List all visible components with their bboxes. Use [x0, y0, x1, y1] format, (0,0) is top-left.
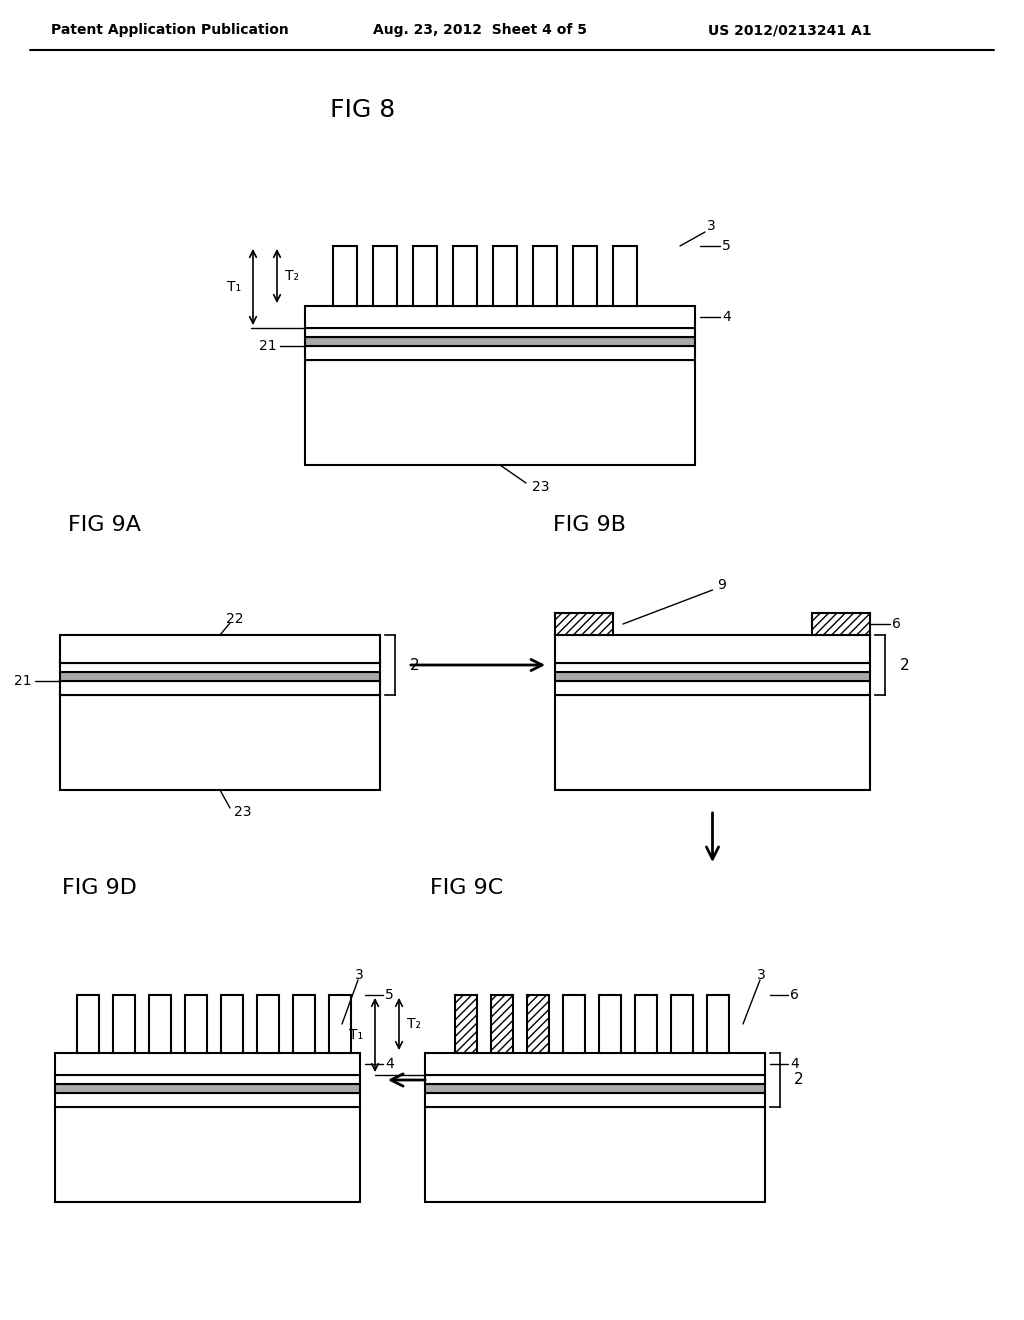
Text: 5: 5: [385, 987, 394, 1002]
Bar: [555, 696, 870, 789]
Bar: [55, 1107, 360, 1203]
Bar: [185, 995, 207, 1053]
Bar: [293, 995, 315, 1053]
Text: 23: 23: [234, 805, 252, 818]
Text: 2: 2: [900, 657, 909, 672]
Bar: [305, 346, 695, 360]
Bar: [555, 612, 613, 635]
Bar: [55, 1093, 360, 1107]
Text: FIG 9A: FIG 9A: [68, 515, 141, 535]
Bar: [305, 306, 695, 327]
Bar: [534, 246, 557, 306]
Bar: [329, 995, 351, 1053]
Bar: [490, 995, 513, 1053]
Text: 4: 4: [790, 1057, 799, 1071]
Bar: [60, 635, 380, 663]
Text: 4: 4: [722, 310, 731, 323]
Bar: [555, 635, 870, 663]
Text: US 2012/0213241 A1: US 2012/0213241 A1: [709, 22, 871, 37]
Bar: [55, 1053, 360, 1074]
Text: T₂: T₂: [407, 1016, 421, 1031]
Bar: [150, 995, 171, 1053]
Text: FIG 9D: FIG 9D: [62, 878, 137, 898]
Bar: [60, 696, 380, 789]
Bar: [555, 672, 870, 681]
Bar: [563, 995, 585, 1053]
Bar: [613, 246, 637, 306]
Bar: [527, 995, 549, 1053]
Bar: [707, 995, 729, 1053]
Text: 22: 22: [226, 612, 244, 626]
Text: Patent Application Publication: Patent Application Publication: [51, 22, 289, 37]
Bar: [425, 1107, 765, 1203]
Bar: [425, 1093, 765, 1107]
Bar: [413, 246, 437, 306]
Text: Aug. 23, 2012  Sheet 4 of 5: Aug. 23, 2012 Sheet 4 of 5: [373, 22, 587, 37]
Text: 21: 21: [14, 675, 32, 688]
Text: FIG 9B: FIG 9B: [553, 515, 626, 535]
Bar: [60, 663, 380, 672]
Bar: [573, 246, 597, 306]
Bar: [812, 612, 870, 635]
Text: 21: 21: [259, 339, 278, 352]
Bar: [425, 1084, 765, 1093]
Bar: [60, 681, 380, 696]
Bar: [333, 246, 357, 306]
Text: T₂: T₂: [285, 269, 299, 282]
Bar: [373, 246, 397, 306]
Bar: [305, 327, 695, 337]
Bar: [55, 1074, 360, 1084]
Text: 9: 9: [718, 578, 726, 591]
Text: 5: 5: [722, 239, 731, 253]
Bar: [455, 995, 477, 1053]
Bar: [555, 663, 870, 672]
Bar: [305, 360, 695, 465]
Bar: [425, 1053, 765, 1074]
Text: 3: 3: [707, 219, 716, 234]
Text: 2: 2: [410, 657, 420, 672]
Bar: [305, 337, 695, 346]
Text: 4: 4: [385, 1057, 394, 1071]
Text: 23: 23: [532, 480, 550, 494]
Bar: [555, 681, 870, 696]
Bar: [113, 995, 135, 1053]
Bar: [55, 1084, 360, 1093]
Text: 3: 3: [355, 968, 364, 982]
Text: T₁: T₁: [349, 1028, 362, 1041]
Text: 6: 6: [790, 987, 799, 1002]
Bar: [599, 995, 621, 1053]
Text: FIG 9C: FIG 9C: [430, 878, 503, 898]
Text: 2: 2: [794, 1072, 804, 1088]
Text: FIG 8: FIG 8: [330, 98, 395, 121]
Bar: [221, 995, 243, 1053]
Text: 6: 6: [892, 616, 901, 631]
Bar: [77, 995, 99, 1053]
Text: T₁: T₁: [227, 280, 241, 294]
Bar: [671, 995, 693, 1053]
Bar: [257, 995, 279, 1053]
Text: 3: 3: [757, 968, 766, 982]
Bar: [635, 995, 657, 1053]
Bar: [425, 1074, 765, 1084]
Bar: [453, 246, 477, 306]
Bar: [60, 672, 380, 681]
Bar: [493, 246, 517, 306]
